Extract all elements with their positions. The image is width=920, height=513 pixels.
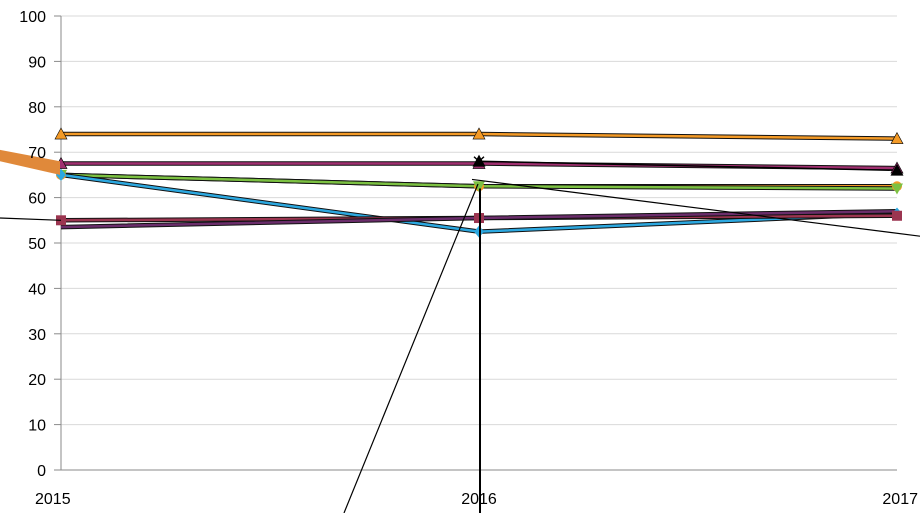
triangle-down-marker [891, 183, 903, 195]
y-tick-label: 0 [37, 463, 46, 480]
leader-lines [0, 149, 920, 513]
y-tick-label: 50 [28, 236, 46, 253]
y-tick-label: 10 [28, 418, 46, 435]
triangle-marker [54, 127, 68, 140]
series-line [478, 160, 898, 172]
y-tick-label: 100 [19, 9, 46, 26]
x-tick-label: 2015 [35, 491, 71, 508]
leader-line [343, 183, 479, 513]
triangle-marker [890, 131, 904, 144]
y-tick-label: 20 [28, 372, 46, 389]
y-tick-label: 30 [28, 327, 46, 344]
square-marker [892, 210, 902, 221]
orange-callout-pointer [0, 149, 60, 175]
y-tick-label: 90 [28, 54, 46, 71]
leader-line [0, 217, 62, 221]
x-tick-label: 2017 [882, 491, 918, 508]
x-marker-stroke [473, 156, 485, 167]
triangle-marker [890, 163, 904, 176]
x-tick-label: 2016 [461, 491, 497, 508]
y-tick-label: 70 [28, 145, 46, 162]
tick-labels: 0 10 20 30 40 50 60 70 80 90 100 2015 2016 2017 [19, 9, 918, 508]
triangle-marker [472, 127, 486, 140]
y-tick-label: 40 [28, 281, 46, 298]
y-tick-label: 80 [28, 100, 46, 117]
y-tick-label: 60 [28, 191, 46, 208]
triangle-down-marker [473, 181, 485, 193]
leader-line [471, 178, 920, 237]
